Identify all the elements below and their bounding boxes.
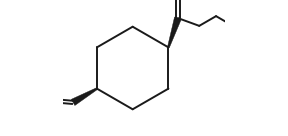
Polygon shape <box>168 17 181 48</box>
Polygon shape <box>71 88 97 106</box>
